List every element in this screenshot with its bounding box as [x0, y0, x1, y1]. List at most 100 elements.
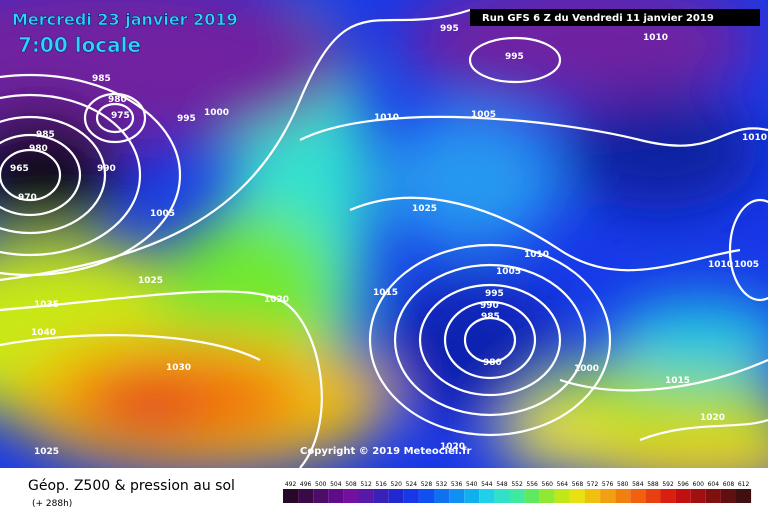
colorbar-swatch: [449, 489, 465, 503]
colorbar-swatch: [630, 489, 646, 503]
isobar-label: 1010: [708, 260, 733, 270]
colorbar-label: 532: [436, 481, 448, 488]
isobar-label: 1010: [643, 33, 668, 43]
colorbar-label: 568: [572, 481, 584, 488]
isobar-label: 1005: [150, 209, 175, 219]
colorbar-swatch: [388, 489, 404, 503]
isobar-label: 1025: [34, 447, 59, 457]
isobar-label: 995: [440, 24, 459, 34]
colorbar-swatch: [554, 489, 570, 503]
colorbar-label: 548: [496, 481, 508, 488]
isobar-label: 1020: [440, 442, 465, 452]
colorbar-label: 584: [632, 481, 644, 488]
isobar-label: 1000: [574, 364, 599, 374]
colorbar-label: 572: [587, 481, 599, 488]
colorbar-label: 552: [511, 481, 523, 488]
isobar-label: 995: [505, 52, 524, 62]
isobar-label: 1010: [374, 113, 399, 123]
isobar-label: 985: [481, 312, 500, 322]
isobar-label: 1010: [524, 250, 549, 260]
colorbar-label: 592: [662, 481, 674, 488]
colorbar-swatch: [690, 489, 706, 503]
isobar-label: 1035: [34, 300, 59, 310]
colorbar-label: 504: [330, 481, 342, 488]
colorbar-swatch: [585, 489, 601, 503]
isobar-label: 990: [97, 164, 116, 174]
valid-date: Mercredi 23 janvier 2019: [12, 10, 238, 29]
footer-lead: (+ 288h): [32, 499, 72, 509]
colorbar-swatch: [403, 489, 419, 503]
colorbar-swatch: [705, 489, 721, 503]
colorbar-swatch: [313, 489, 329, 503]
copyright: Copyright © 2019 Meteociel.fr: [300, 446, 471, 457]
colorbar-label: 528: [421, 481, 433, 488]
isobar-label: 995: [177, 114, 196, 124]
colorbar-label: 604: [708, 481, 720, 488]
colorbar-label: 544: [481, 481, 493, 488]
colorbar-label: 608: [723, 481, 735, 488]
colorbar-label: 524: [406, 481, 418, 488]
colorbar-swatch: [434, 489, 450, 503]
isobar-label: 1000: [204, 108, 229, 118]
colorbar-label: 588: [647, 481, 659, 488]
colorbar-label: 492: [285, 481, 297, 488]
colorbar-swatch: [600, 489, 616, 503]
isobar-label: 990: [480, 301, 499, 311]
colorbar-swatch: [509, 489, 525, 503]
colorbar-label: 512: [360, 481, 372, 488]
isobar-label: 980: [29, 144, 48, 154]
colorbar-swatch: [645, 489, 661, 503]
colorbar-label: 516: [375, 481, 387, 488]
colorbar-label: 576: [602, 481, 614, 488]
isobar-label: 975: [111, 111, 130, 121]
colorbar-label: 496: [300, 481, 312, 488]
isobar-label: 1005: [496, 267, 521, 277]
isobar-label: 1010: [742, 133, 767, 143]
isobar-label: 1040: [31, 328, 56, 338]
run-box: [470, 9, 760, 26]
colorbar-label: 540: [466, 481, 478, 488]
run-info: Run GFS 6 Z du Vendredi 11 janvier 2019: [482, 13, 714, 24]
colorbar-swatch: [539, 489, 555, 503]
local-time: 7:00 locale: [18, 33, 141, 57]
colorbar-label: 580: [617, 481, 629, 488]
colorbar-swatch: [464, 489, 480, 503]
colorbar: 492 496 500 504 508 512 516 520 524 528 532 536 540 5…: [283, 481, 752, 503]
isobar-label: 980: [108, 95, 127, 105]
colorbar-swatch: [569, 489, 585, 503]
colorbar-swatch: [675, 489, 691, 503]
isobar-label: 1020: [700, 413, 725, 423]
colorbar-swatch: [615, 489, 631, 503]
isobar-label: 1030: [166, 363, 191, 373]
colorbar-label: 564: [557, 481, 569, 488]
colorbar-swatch: [298, 489, 314, 503]
isobar-label: 1020: [264, 295, 289, 305]
colorbar-swatch: [328, 489, 344, 503]
isobar-label: 1025: [138, 276, 163, 286]
isobar-label: 1015: [373, 288, 398, 298]
colorbar-swatch: [736, 489, 752, 503]
colorbar-swatch: [418, 489, 434, 503]
colorbar-swatch: [343, 489, 359, 503]
colorbar-swatch: [720, 489, 736, 503]
colorbar-swatch: [283, 489, 299, 503]
colorbar-swatch: [494, 489, 510, 503]
isobar-label: 995: [485, 289, 504, 299]
colorbar-label: 560: [542, 481, 554, 488]
isobar-label: 985: [36, 130, 55, 140]
isobar-label: 980: [483, 358, 502, 368]
colorbar-label: 536: [451, 481, 463, 488]
isobar-label: 1005: [734, 260, 759, 270]
footer-title: Géop. Z500 & pression au sol: [28, 478, 235, 494]
colorbar-swatch: [373, 489, 389, 503]
isobar-label: 1025: [412, 204, 437, 214]
colorbar-swatch: [358, 489, 374, 503]
colorbar-swatch: [524, 489, 540, 503]
isobar-label: 1005: [471, 110, 496, 120]
isobar-label: 965: [10, 164, 29, 174]
colorbar-label: 600: [693, 481, 705, 488]
colorbar-label: 596: [677, 481, 689, 488]
